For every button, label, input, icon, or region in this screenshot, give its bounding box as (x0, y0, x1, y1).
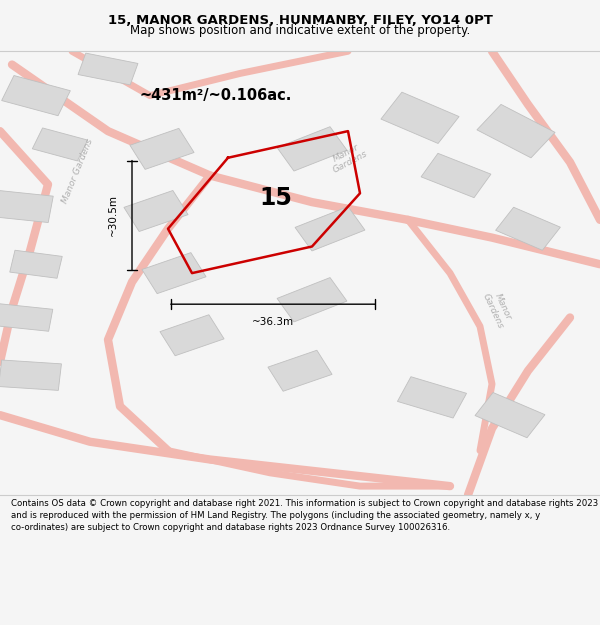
Polygon shape (0, 360, 61, 391)
Text: Manor
Gardens: Manor Gardens (481, 288, 515, 330)
Polygon shape (124, 191, 188, 231)
Polygon shape (0, 304, 53, 331)
Text: 15: 15 (260, 186, 292, 210)
Polygon shape (0, 191, 53, 222)
Polygon shape (381, 92, 459, 144)
Polygon shape (160, 315, 224, 356)
Polygon shape (475, 392, 545, 438)
Text: ~36.3m: ~36.3m (252, 317, 294, 327)
Text: ~431m²/~0.106ac.: ~431m²/~0.106ac. (140, 88, 292, 103)
Polygon shape (397, 377, 467, 418)
Text: Map shows position and indicative extent of the property.: Map shows position and indicative extent… (130, 24, 470, 37)
Polygon shape (421, 153, 491, 198)
Text: Contains OS data © Crown copyright and database right 2021. This information is : Contains OS data © Crown copyright and d… (11, 499, 598, 531)
Polygon shape (477, 104, 555, 158)
Polygon shape (496, 208, 560, 250)
Polygon shape (10, 250, 62, 278)
Polygon shape (268, 350, 332, 391)
Polygon shape (32, 128, 88, 161)
Text: Manor Gardens: Manor Gardens (61, 138, 95, 205)
Polygon shape (142, 253, 206, 294)
Polygon shape (295, 207, 365, 251)
Text: Manor
Gardens: Manor Gardens (326, 140, 370, 175)
Polygon shape (2, 76, 70, 116)
Text: ~30.5m: ~30.5m (108, 194, 118, 236)
Polygon shape (277, 127, 347, 171)
Polygon shape (277, 278, 347, 322)
Text: 15, MANOR GARDENS, HUNMANBY, FILEY, YO14 0PT: 15, MANOR GARDENS, HUNMANBY, FILEY, YO14… (107, 14, 493, 28)
Polygon shape (78, 53, 138, 85)
Polygon shape (130, 128, 194, 169)
